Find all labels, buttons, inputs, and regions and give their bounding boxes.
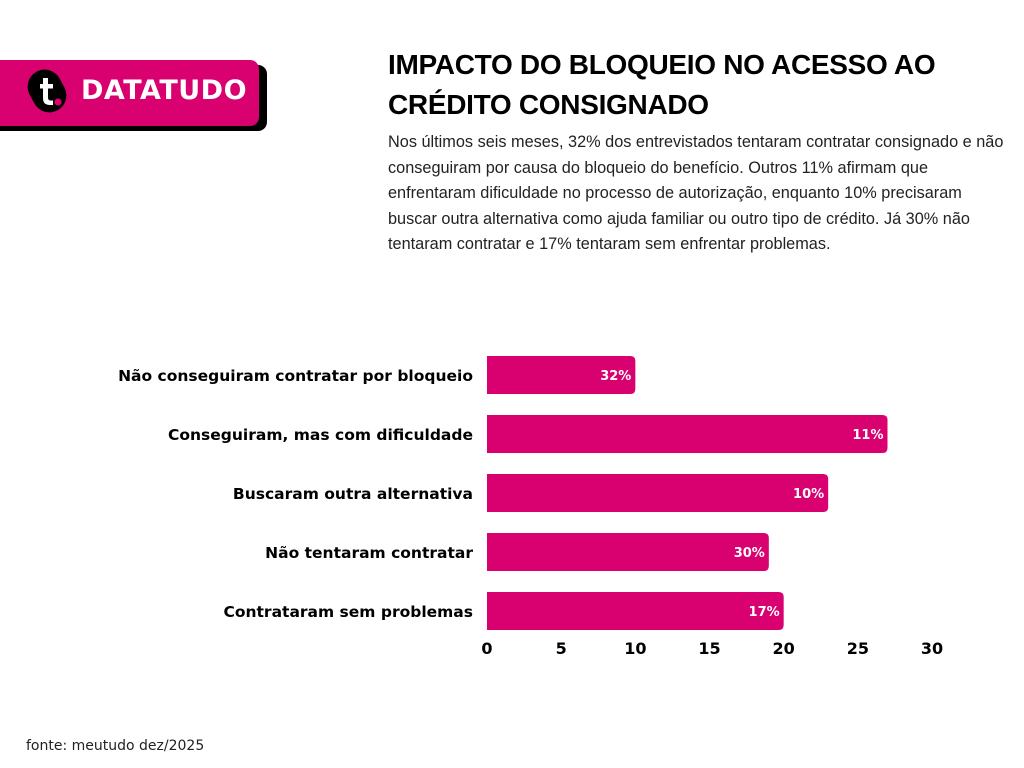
- bar: [487, 474, 829, 512]
- bars: [487, 356, 888, 630]
- x-tick-label: 0: [481, 639, 492, 658]
- x-tick-label: 5: [556, 639, 567, 658]
- brand-badge: DATATUDO: [0, 60, 259, 126]
- t-dot-logo-icon: [27, 69, 67, 113]
- source-note: fonte: meutudo dez/2025: [26, 738, 205, 754]
- data-label: 32%: [600, 369, 631, 384]
- data-label: 10%: [793, 487, 824, 502]
- category-label: Conseguiram, mas com dificuldade: [168, 426, 473, 444]
- data-label: 11%: [852, 428, 883, 443]
- brand-name: DATATUDO: [81, 75, 248, 106]
- x-tick-label: 25: [847, 639, 869, 658]
- x-tick-label: 10: [624, 639, 646, 658]
- page-title: IMPACTO DO BLOQUEIO NO ACESSO AO CRÉDITO…: [388, 49, 936, 120]
- bar: [487, 592, 784, 630]
- category-label: Contrataram sem problemas: [223, 603, 473, 621]
- x-tick-label: 30: [921, 639, 943, 658]
- value-labels: 32% 11% 10% 30% 17%: [600, 369, 883, 620]
- category-labels: Não conseguiram contratar por bloqueio Co…: [118, 367, 473, 621]
- x-tick-label: 15: [698, 639, 720, 658]
- category-label: Buscaram outra alternativa: [233, 485, 473, 503]
- x-axis-ticks: 0 5 10 15 20 25 30: [481, 639, 943, 658]
- x-tick-label: 20: [773, 639, 795, 658]
- data-label: 30%: [734, 546, 765, 561]
- chart-description: Nos últimos seis meses, 32% dos entrevis…: [388, 133, 1004, 253]
- category-label: Não tentaram contratar: [265, 544, 473, 562]
- bar-chart: Não conseguiram contratar por bloqueio Co…: [118, 356, 943, 658]
- bar: [487, 356, 636, 394]
- data-label: 17%: [749, 605, 780, 620]
- category-label: Não conseguiram contratar por bloqueio: [118, 367, 473, 385]
- bar: [487, 415, 888, 453]
- bar: [487, 533, 769, 571]
